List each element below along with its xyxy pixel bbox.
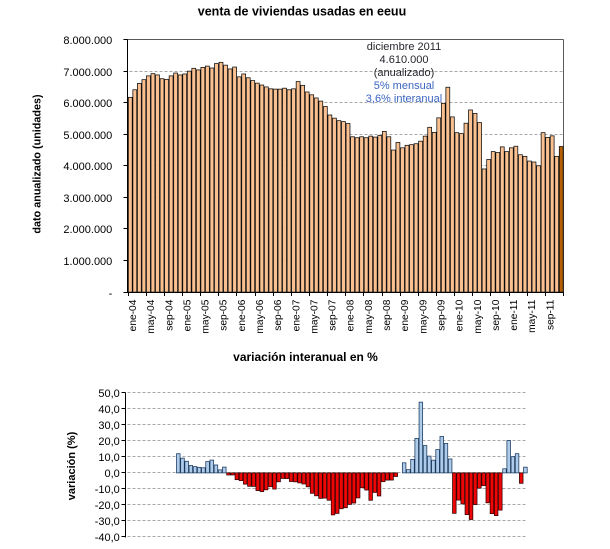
svg-text:sep-04: sep-04 — [164, 299, 175, 330]
svg-text:3.000.000: 3.000.000 — [63, 193, 112, 205]
svg-text:5% mensual: 5% mensual — [374, 80, 435, 92]
svg-text:ene-08: ene-08 — [346, 299, 357, 331]
svg-text:6.000.000: 6.000.000 — [63, 98, 112, 110]
svg-text:-: - — [109, 288, 113, 300]
svg-text:ene-04: ene-04 — [128, 299, 139, 331]
svg-text:-10,0: -10,0 — [95, 484, 120, 496]
svg-text:5.000.000: 5.000.000 — [63, 130, 112, 142]
svg-text:8.000.000: 8.000.000 — [63, 35, 112, 47]
svg-text:may-04: may-04 — [146, 299, 157, 333]
svg-text:variación (%): variación (%) — [66, 431, 78, 500]
svg-text:-40,0: -40,0 — [95, 532, 120, 544]
svg-text:ene-11: ene-11 — [509, 299, 520, 330]
svg-text:venta de viviendas usadas en e: venta de viviendas usadas en eeuu — [198, 5, 406, 19]
svg-text:ene-10: ene-10 — [455, 299, 466, 331]
svg-text:3,6% interanual: 3,6% interanual — [366, 93, 442, 105]
svg-text:diciembre 2011: diciembre 2011 — [367, 41, 441, 53]
svg-text:may-05: may-05 — [201, 299, 212, 333]
svg-text:1.000.000: 1.000.000 — [63, 256, 112, 268]
svg-text:sep-09: sep-09 — [436, 299, 447, 330]
svg-text:40,0: 40,0 — [98, 404, 119, 416]
svg-text:4.610.000: 4.610.000 — [380, 54, 429, 66]
svg-text:sep-07: sep-07 — [328, 299, 339, 330]
svg-text:sep-10: sep-10 — [491, 299, 502, 330]
svg-text:ene-05: ene-05 — [182, 299, 193, 331]
svg-text:may-11: may-11 — [527, 299, 538, 333]
svg-text:-30,0: -30,0 — [95, 516, 120, 528]
svg-text:ene-09: ene-09 — [400, 299, 411, 331]
svg-text:(anualizado): (anualizado) — [374, 67, 435, 79]
svg-text:10,0: 10,0 — [98, 452, 119, 464]
svg-text:2.000.000: 2.000.000 — [63, 224, 112, 236]
svg-text:variación interanual en %: variación interanual en % — [233, 350, 378, 364]
svg-text:0,0: 0,0 — [105, 468, 120, 480]
svg-text:ene-06: ene-06 — [237, 299, 248, 331]
svg-text:may-10: may-10 — [473, 299, 484, 333]
svg-text:20,0: 20,0 — [98, 436, 119, 448]
svg-text:may-06: may-06 — [255, 299, 266, 333]
svg-text:7.000.000: 7.000.000 — [63, 67, 112, 79]
svg-text:sep-05: sep-05 — [219, 299, 230, 330]
svg-text:sep-06: sep-06 — [273, 299, 284, 330]
svg-text:may-08: may-08 — [364, 299, 375, 333]
svg-text:may-09: may-09 — [418, 299, 429, 333]
svg-text:30,0: 30,0 — [98, 420, 119, 432]
svg-text:dato anualizado (unidades): dato anualizado (unidades) — [32, 94, 44, 234]
svg-text:ene-07: ene-07 — [291, 299, 302, 331]
svg-text:sep-08: sep-08 — [382, 299, 393, 330]
svg-text:4.000.000: 4.000.000 — [63, 161, 112, 173]
svg-text:-20,0: -20,0 — [95, 500, 120, 512]
svg-text:sep-11: sep-11 — [545, 299, 556, 330]
svg-text:50,0: 50,0 — [98, 388, 119, 400]
svg-text:may-07: may-07 — [309, 299, 320, 333]
